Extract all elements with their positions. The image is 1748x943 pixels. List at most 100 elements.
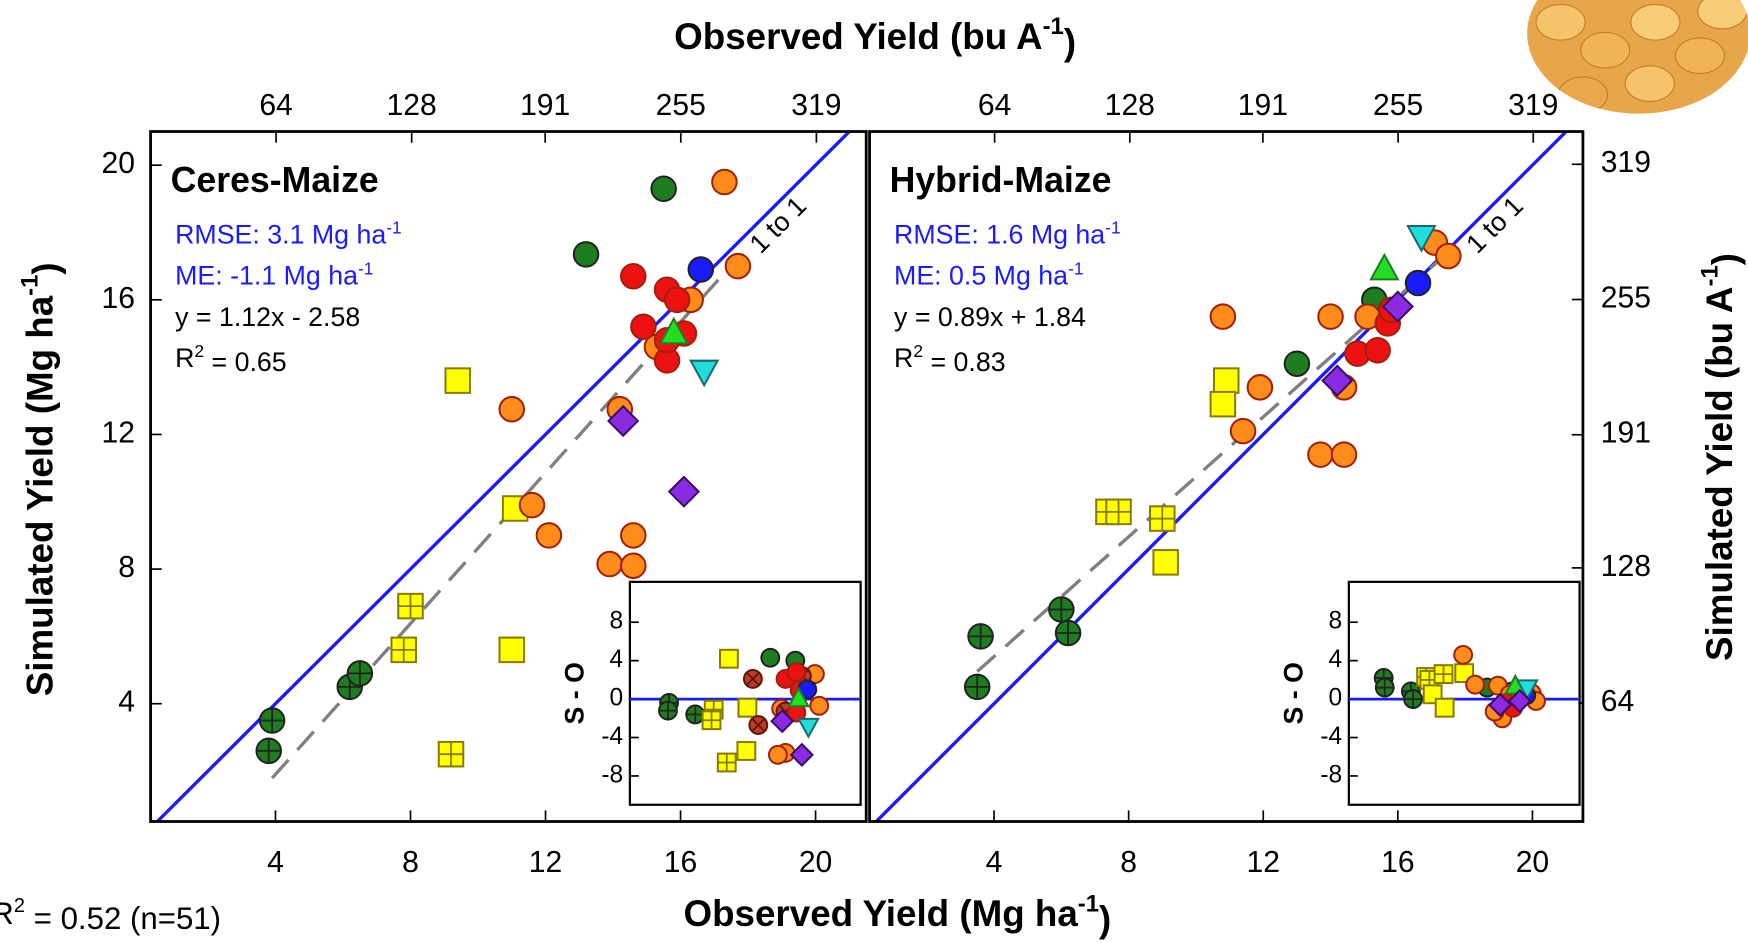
marker-shape bbox=[1209, 303, 1237, 330]
marker bbox=[1515, 679, 1539, 701]
inset-frame bbox=[628, 580, 862, 806]
marker bbox=[620, 522, 647, 549]
x-tick-label: 4 bbox=[267, 846, 284, 879]
marker-shape bbox=[1229, 417, 1257, 445]
marker-shape bbox=[1381, 290, 1414, 323]
one-to-one-line bbox=[156, 130, 851, 823]
marker bbox=[1048, 596, 1075, 623]
annotation: RMSE: 3.1 Mg ha-1 bbox=[175, 217, 402, 249]
marker bbox=[1488, 692, 1513, 717]
marker-shape bbox=[663, 286, 691, 314]
x-tick-label: 8 bbox=[402, 846, 419, 879]
marker-shape bbox=[667, 475, 701, 508]
marker-shape bbox=[1330, 441, 1358, 468]
text-part: R bbox=[175, 343, 194, 373]
regression-line bbox=[976, 250, 1450, 673]
x2-tick-label: 64 bbox=[259, 89, 292, 122]
marker bbox=[663, 286, 691, 314]
marker bbox=[1149, 505, 1176, 532]
x2-tick-label: 255 bbox=[656, 89, 706, 122]
marker bbox=[258, 707, 286, 734]
marker bbox=[658, 700, 678, 721]
marker-shape bbox=[688, 359, 720, 388]
annotation: R2 = 0.83 bbox=[894, 341, 1006, 378]
text-part: Observed Yield (Mg ha bbox=[683, 893, 1078, 934]
marker bbox=[255, 737, 282, 765]
marker bbox=[620, 552, 647, 579]
marker-shape bbox=[1152, 549, 1179, 576]
x2-tick-label: 128 bbox=[387, 89, 437, 122]
x2-tick-label: 191 bbox=[1238, 89, 1288, 122]
marker bbox=[701, 710, 722, 731]
marker-shape bbox=[711, 168, 738, 196]
marker-shape bbox=[444, 367, 472, 394]
marker-shape bbox=[572, 241, 600, 268]
marker bbox=[770, 709, 795, 734]
marker-shape bbox=[1507, 688, 1532, 714]
marker-shape bbox=[736, 741, 757, 761]
annotation: ME: -1.1 Mg ha-1 bbox=[175, 258, 373, 290]
superscript: 2 bbox=[14, 895, 25, 917]
inset-y-tick-label: -4 bbox=[1320, 723, 1342, 750]
marker bbox=[1152, 549, 1179, 576]
x-tick-label: 4 bbox=[986, 846, 1003, 879]
y-tick-label: 12 bbox=[102, 416, 135, 449]
marker-shape bbox=[596, 550, 623, 578]
marker-shape bbox=[498, 636, 526, 664]
y2-tick-label: 319 bbox=[1601, 146, 1651, 179]
marker bbox=[1381, 290, 1414, 323]
inset-y-label: S - O bbox=[1278, 662, 1308, 724]
marker bbox=[789, 742, 814, 767]
x-tick-label: 16 bbox=[1381, 846, 1414, 879]
marker bbox=[390, 636, 418, 664]
marker bbox=[1404, 269, 1432, 297]
superscript: 2 bbox=[913, 341, 923, 361]
marker bbox=[498, 636, 526, 664]
inset-y-tick-label: -8 bbox=[601, 761, 623, 788]
marker-shape bbox=[770, 709, 795, 734]
marker-shape bbox=[1435, 242, 1462, 270]
marker bbox=[963, 673, 991, 701]
marker-shape bbox=[1488, 692, 1513, 717]
marker-shape bbox=[518, 491, 546, 519]
text-part: ) bbox=[1099, 899, 1111, 940]
marker bbox=[719, 648, 739, 669]
marker bbox=[397, 592, 424, 620]
marker-shape bbox=[760, 647, 781, 668]
marker bbox=[1406, 225, 1437, 253]
marker-shape bbox=[1283, 350, 1311, 378]
inset-y-tick-label: -8 bbox=[1320, 761, 1342, 788]
x-axis-title: Observed Yield (Mg ha-1) bbox=[683, 891, 1111, 940]
marker-shape bbox=[786, 662, 807, 683]
marker bbox=[346, 660, 374, 687]
marker-shape bbox=[498, 395, 526, 423]
annotation: R2 = 0.65 bbox=[175, 341, 287, 378]
x2-tick-label: 128 bbox=[1105, 89, 1155, 122]
marker-shape bbox=[787, 686, 811, 708]
x-tick-label: 20 bbox=[1516, 846, 1549, 879]
marker bbox=[711, 168, 738, 196]
marker-shape bbox=[1404, 269, 1432, 297]
text-part: ) bbox=[1064, 22, 1076, 63]
marker bbox=[1229, 417, 1257, 445]
text-part: Simulated Yield (Mg ha bbox=[19, 295, 60, 696]
marker bbox=[796, 717, 820, 739]
marker bbox=[1307, 441, 1334, 468]
marker bbox=[967, 623, 994, 650]
marker bbox=[724, 252, 752, 280]
marker bbox=[685, 704, 706, 725]
marker-shape bbox=[1209, 390, 1237, 418]
inset-y-tick-label: 4 bbox=[610, 646, 624, 673]
footnote: R2 = 0.52 (n=51) bbox=[0, 895, 221, 936]
marker bbox=[760, 647, 781, 668]
text-part: R bbox=[894, 343, 913, 373]
marker bbox=[737, 697, 758, 718]
marker bbox=[767, 744, 788, 765]
x2-tick-label: 255 bbox=[1373, 89, 1423, 122]
text-part: RMSE: 3.1 Mg ha bbox=[175, 219, 386, 249]
inset-y-tick-label: 4 bbox=[1329, 646, 1343, 673]
marker-shape bbox=[796, 717, 820, 739]
marker bbox=[1283, 350, 1311, 378]
text-part: = 0.83 bbox=[923, 347, 1006, 377]
marker bbox=[1246, 374, 1274, 401]
